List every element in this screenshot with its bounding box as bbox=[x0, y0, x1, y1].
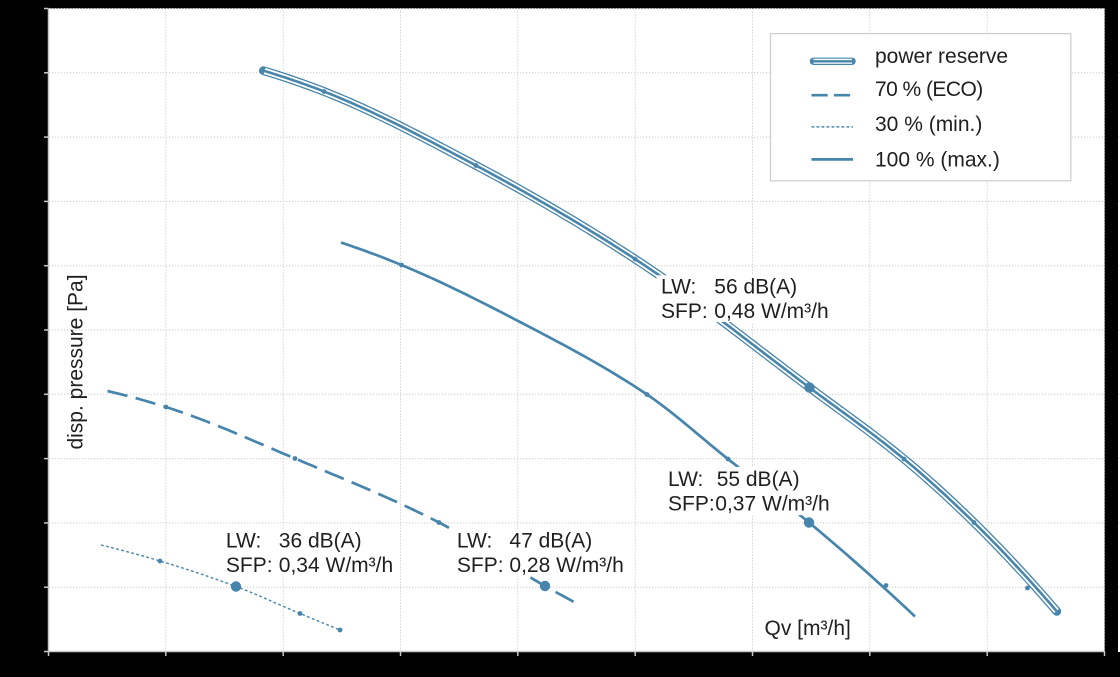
svg-text:LW:: LW: bbox=[661, 276, 696, 299]
svg-text:power reserve: power reserve bbox=[875, 45, 1008, 68]
svg-text:56 dB(A): 56 dB(A) bbox=[714, 276, 797, 299]
svg-text:55 dB(A): 55 dB(A) bbox=[717, 468, 800, 491]
svg-text:SFP:: SFP: bbox=[457, 554, 504, 577]
svg-text:disp. pressure [Pa]: disp. pressure [Pa] bbox=[65, 274, 88, 449]
svg-text:LW:: LW: bbox=[457, 530, 492, 553]
svg-text:30 % (min.): 30 % (min.) bbox=[875, 113, 982, 136]
svg-text:LW:: LW: bbox=[226, 530, 261, 553]
svg-text:Qv [m³/h]: Qv [m³/h] bbox=[765, 617, 851, 640]
svg-text:0,28 W/m³/h: 0,28 W/m³/h bbox=[509, 554, 623, 577]
svg-text:100 % (max.): 100 % (max.) bbox=[875, 149, 1000, 172]
svg-text:LW:: LW: bbox=[668, 468, 703, 491]
svg-text:0,48 W/m³/h: 0,48 W/m³/h bbox=[714, 300, 828, 323]
svg-text:SFP:: SFP: bbox=[226, 554, 273, 577]
svg-text:36 dB(A): 36 dB(A) bbox=[279, 530, 362, 553]
svg-text:SFP:: SFP: bbox=[668, 493, 715, 516]
svg-text:70 % (ECO): 70 % (ECO) bbox=[875, 78, 983, 101]
svg-text:47 dB(A): 47 dB(A) bbox=[509, 530, 592, 553]
svg-text:SFP:: SFP: bbox=[661, 300, 708, 323]
svg-text:0,37 W/m³/h: 0,37 W/m³/h bbox=[715, 493, 829, 516]
svg-text:0,34 W/m³/h: 0,34 W/m³/h bbox=[279, 554, 393, 577]
